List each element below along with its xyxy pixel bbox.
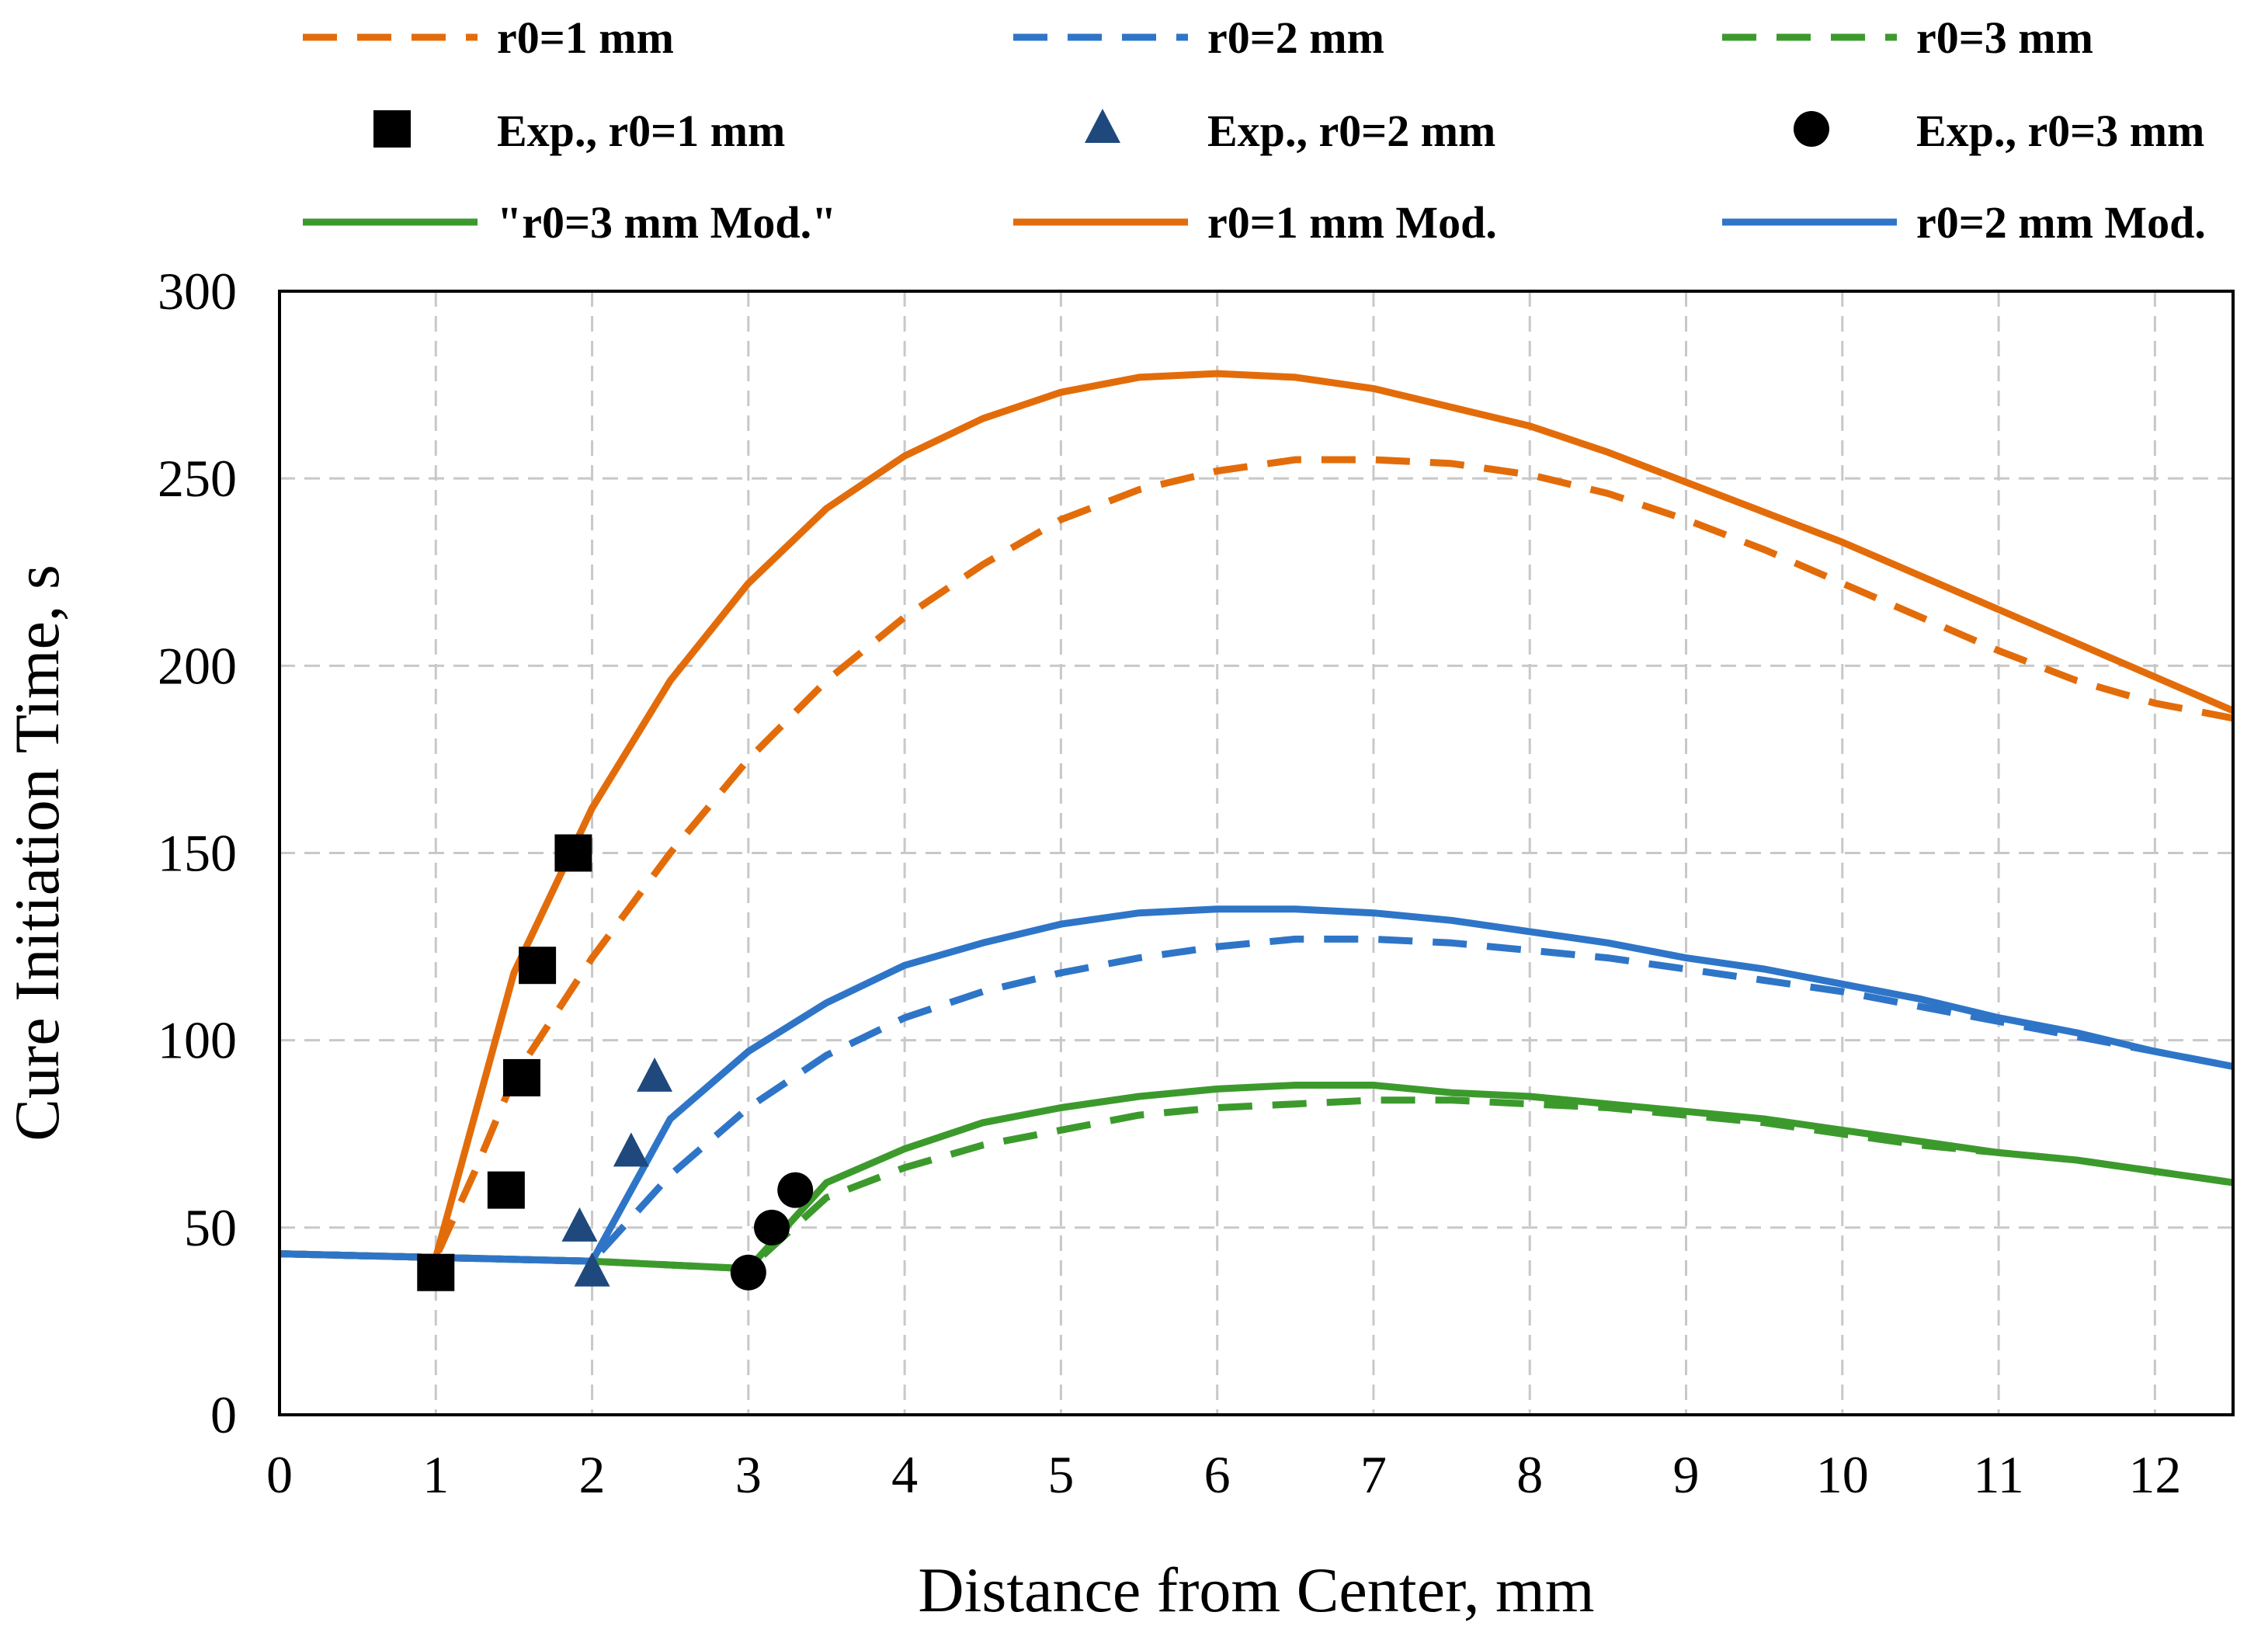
legend-label: "r0=3 mm Mod."	[497, 197, 836, 248]
legend-swatch	[1085, 109, 1120, 143]
series-line-r0-1-mod	[279, 370, 2235, 1261]
grid-lines	[280, 291, 2233, 1415]
x-tick-label: 1	[422, 1445, 449, 1504]
legend-entry-r0-2-mod: r0=2 mm Mod.	[1722, 197, 2206, 248]
series-line-r0-1-dashed	[279, 456, 2234, 1261]
marker-exp-r0-2	[637, 1057, 673, 1092]
x-tick-label: 0	[266, 1445, 293, 1504]
x-tick-label: 3	[735, 1445, 762, 1504]
y-tick-label: 250	[158, 449, 237, 508]
marker-exp-r0-2	[561, 1207, 598, 1242]
marker-exp-r0-1	[487, 1171, 525, 1209]
y-tick-label: 0	[210, 1385, 237, 1444]
experimental-markers	[417, 834, 814, 1291]
x-tick-label: 8	[1516, 1445, 1543, 1504]
marker-exp-r0-1	[502, 1058, 540, 1096]
x-tick-label: 11	[1973, 1445, 2023, 1504]
legend-entry-r0-3-dashed: r0=3 mm	[1722, 12, 2093, 63]
marker-exp-r0-3	[754, 1209, 790, 1246]
y-tick-label: 50	[184, 1198, 237, 1257]
legend-label: r0=2 mm Mod.	[1916, 197, 2206, 248]
marker-exp-r0-1	[417, 1253, 455, 1291]
y-tick-label: 150	[158, 824, 237, 883]
legend-entry-exp-r0-1: Exp., r0=1 mm	[373, 106, 785, 156]
legend-entry-exp-r0-3: Exp., r0=3 mm	[1794, 106, 2204, 156]
legend: r0=1 mm r0=2 mm r0=3 mm Exp., r0=1 mm Exp., …	[303, 12, 2206, 248]
x-tick-label: 10	[1816, 1445, 1869, 1504]
marker-exp-r0-1	[519, 947, 557, 985]
legend-label: r0=2 mm	[1207, 12, 1384, 63]
x-tick-label: 12	[2128, 1445, 2181, 1504]
plot-frame	[278, 290, 2235, 1416]
y-tick-label: 200	[158, 636, 237, 695]
legend-swatch	[373, 110, 411, 148]
legend-label: r0=1 mm	[497, 12, 674, 63]
series-line-r0-3-mod	[279, 1082, 2234, 1273]
legend-label: r0=1 mm Mod.	[1207, 197, 1497, 248]
legend-label: Exp., r0=3 mm	[1916, 106, 2204, 156]
legend-entry-r0-2-dashed: r0=2 mm	[1013, 12, 1384, 63]
x-tick-label: 4	[891, 1445, 918, 1504]
legend-label: Exp., r0=1 mm	[497, 106, 785, 156]
x-tick-label: 7	[1360, 1445, 1387, 1504]
x-tick-label: 2	[579, 1445, 606, 1504]
series-lines	[279, 370, 2235, 1273]
series-line-r0-2-dashed	[279, 935, 2234, 1265]
legend-swatch	[1794, 111, 1829, 147]
legend-entry-r0-1-dashed: r0=1 mm	[303, 12, 674, 63]
x-tick-label: 9	[1673, 1445, 1700, 1504]
marker-exp-r0-1	[554, 834, 592, 872]
marker-exp-r0-3	[730, 1254, 766, 1291]
legend-entry-r0-1-mod: r0=1 mm Mod.	[1013, 197, 1497, 248]
marker-exp-r0-3	[777, 1172, 814, 1208]
series-line-r0-2-mod	[279, 905, 2234, 1265]
x-tick-label: 5	[1047, 1445, 1074, 1504]
x-tick-label: 6	[1204, 1445, 1231, 1504]
legend-label: r0=3 mm	[1916, 12, 2093, 63]
legend-label: Exp., r0=2 mm	[1207, 106, 1495, 156]
marker-exp-r0-2	[574, 1252, 610, 1287]
y-axis-title: Cure Initiation Time, s	[2, 565, 72, 1141]
x-axis-title: Distance from Center, mm	[918, 1555, 1594, 1625]
marker-exp-r0-2	[613, 1132, 649, 1167]
legend-entry-r0-3-mod: "r0=3 mm Mod."	[303, 197, 836, 248]
y-tick-label: 300	[158, 262, 237, 321]
y-tick-label: 100	[158, 1011, 237, 1070]
legend-entry-exp-r0-2: Exp., r0=2 mm	[1085, 106, 1495, 156]
